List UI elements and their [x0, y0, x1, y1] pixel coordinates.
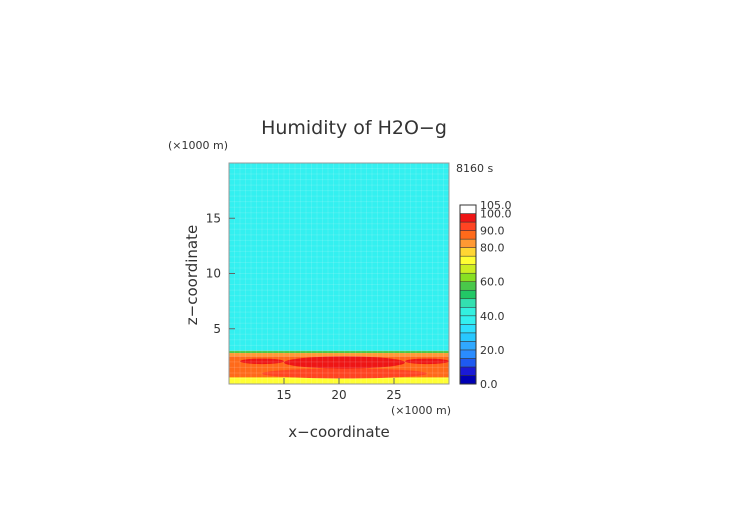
colorbar-segment [459, 307, 477, 317]
colorbar-segment [459, 272, 477, 282]
colorbar-label: 100.0 [480, 208, 512, 221]
y-axis-title: z−coordinate [183, 225, 201, 325]
x-tick-label: 20 [331, 388, 346, 402]
x-axis-title: x−coordinate [288, 423, 389, 441]
colorbar-label: 90.0 [480, 225, 505, 238]
colorbar-label: 20.0 [480, 344, 505, 357]
heatmap-cell [240, 358, 284, 365]
heatmap-cell [229, 163, 449, 351]
colorbar-segment [459, 324, 477, 334]
colorbar-segment [459, 255, 477, 265]
colorbar-segment [459, 298, 477, 308]
heatmap-cell [405, 358, 449, 365]
colorbar-segment [459, 366, 477, 376]
colorbar-segment [459, 264, 477, 274]
z-unit-label: (×1000 m) [168, 139, 228, 152]
colorbar-label: 105.0 [480, 199, 512, 212]
colorbar-segment [459, 221, 477, 231]
colorbar-segment [459, 238, 477, 248]
colorbar-label: 60.0 [480, 276, 505, 289]
z-tick-label: 5 [213, 322, 221, 336]
chart-title: Humidity of H2O−g [261, 117, 447, 139]
z-tick-label: 10 [206, 267, 221, 281]
colorbar-segment [459, 375, 477, 385]
colorbar-segment [459, 349, 477, 359]
colorbar-label: 80.0 [480, 242, 505, 255]
time-label: 8160 s [456, 162, 493, 175]
z-tick-label: 15 [206, 211, 221, 225]
colorbar-segment [459, 358, 477, 368]
axes: 15 20 25 5 10 15 [206, 162, 450, 402]
heatmap-cell [284, 356, 405, 369]
heatmap-cell [229, 353, 449, 357]
x-tick-label: 25 [386, 388, 401, 402]
colorbar-segment [459, 315, 477, 325]
colorbar-segment [459, 341, 477, 351]
colorbar-frame [459, 204, 477, 385]
heatmap-cell [262, 368, 427, 379]
plot-area [228, 162, 450, 385]
colorbar-segment [459, 247, 477, 257]
colorbar-segment [459, 204, 477, 214]
heatmap-cell [229, 350, 449, 354]
colorbar-segment [459, 230, 477, 240]
x-tick-label: 15 [276, 388, 291, 402]
colorbar-segment [459, 289, 477, 300]
colorbar-segment [459, 332, 477, 342]
colorbar-label: 40.0 [480, 310, 505, 323]
x-axis-unit-label: (×1000 m) [391, 404, 451, 417]
colorbar-segment [459, 213, 477, 223]
colorbar-label: 0.0 [480, 378, 498, 391]
colorbar-segment [459, 281, 477, 291]
